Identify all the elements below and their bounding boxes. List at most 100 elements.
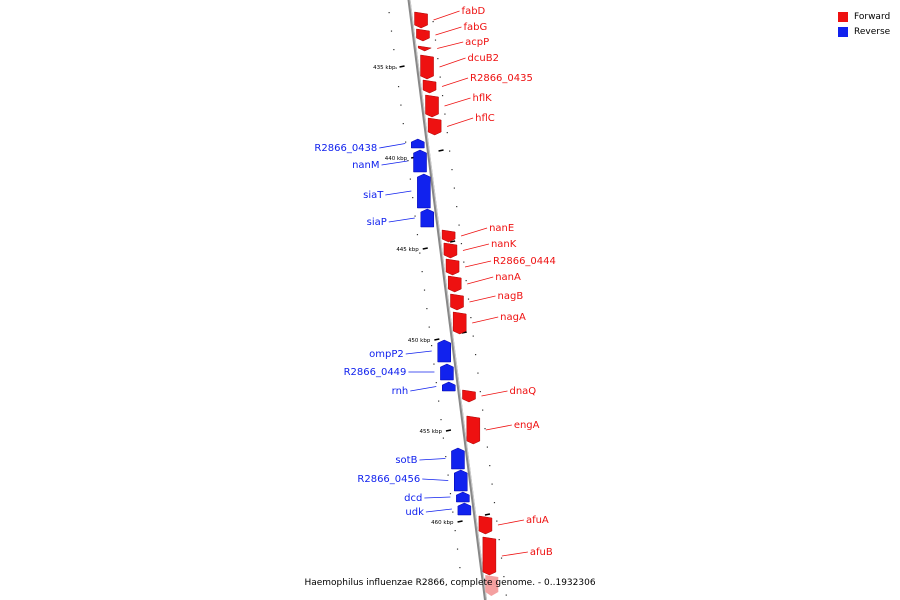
minor-tick-left [442,437,444,439]
gene-arrow-R2866_0449 [440,363,454,381]
minor-tick-left [400,104,402,106]
minor-tick-left [456,548,459,550]
minor-tick-left [461,585,463,587]
gene-leader-line [388,217,415,223]
gene-leader-line [481,390,508,397]
gene-label-afuA: afuA [526,515,549,526]
minor-tick-left [390,30,393,32]
minor-tick-right [489,465,491,467]
gene-label-R2866_0449: R2866_0449 [344,367,407,378]
gene-arrow-afuA [478,515,493,535]
gene-leader-line [381,160,408,166]
gene-leader-line [447,117,474,127]
minor-tick-right [477,372,479,374]
minor-tick-left [449,493,452,495]
minor-tick-right [472,335,474,337]
minor-tick-right [432,21,434,23]
gene-arrow-hflK [425,94,439,118]
minor-tick-left [409,178,411,180]
minor-tick-right [470,317,472,319]
gene-arrow-nanK [443,242,458,259]
scale-label: 440 kbp [385,156,408,162]
minor-tick-right [449,150,451,152]
scale-label: 435 kbp [373,65,396,71]
minor-tick-right [446,132,448,134]
gene-leader-line [379,143,406,149]
minor-tick-left [426,308,428,310]
gene-arrow-siaT [417,173,431,209]
gene-arrow-engA [466,415,481,445]
gene-label-nanA: nanA [495,272,521,283]
gene-leader-line [385,190,412,196]
minor-tick-left [419,252,421,254]
gene-arrow-R2866_0438 [411,138,425,149]
gene-leader-line [439,57,466,68]
major-tick-right [484,513,491,516]
map-caption: Haemophilus influenzae R2866, complete g… [304,578,596,588]
minor-tick-left [423,289,426,291]
minor-tick-right [453,187,455,189]
gene-arrow-hflC [427,117,442,136]
gene-leader-line [444,97,471,107]
gene-arrow-R2866_0456 [454,469,468,492]
gene-label-ompP2: ompP2 [369,349,404,360]
minor-tick-right [441,95,444,97]
gene-label-nagA: nagA [500,312,526,323]
gene-arrow-R2866_0435 [422,79,437,94]
minor-tick-right [498,539,500,541]
gene-leader-line [464,260,492,268]
gene-label-sotB: sotB [395,455,417,466]
minor-tick-right [434,39,437,41]
gene-arrow-nanM [413,149,427,173]
minor-tick-left [445,456,447,458]
minor-tick-left [397,86,400,88]
gene-label-R2866_0456: R2866_0456 [357,474,420,485]
gene-leader-line [460,227,488,237]
minor-tick-left [433,363,435,365]
gene-arrow-nanA [447,275,462,293]
gene-arrow-afuB [482,536,497,576]
minor-tick-left [402,123,404,125]
minor-tick-left [412,197,414,199]
minor-tick-right [451,169,453,171]
scale-label: 450 kbp [408,338,431,344]
minor-tick-left [447,474,449,476]
gene-leader-line [469,295,496,303]
gene-leader-line [501,551,528,557]
major-tick-left [422,247,428,250]
minor-tick-left [454,530,456,532]
gene-arrow-acpP [417,45,433,52]
minor-tick-right [486,446,488,448]
minor-tick-right [484,428,486,430]
minor-tick-left [407,160,409,162]
minor-tick-left [430,345,433,347]
strand-legend: Forward Reverse [838,9,890,39]
legend-item-reverse: Reverse [838,24,890,39]
gene-arrow-R2866_0444 [445,258,460,276]
major-tick-left [434,338,440,341]
gene-arrow-nanE [441,229,456,243]
minor-tick-right [482,409,484,411]
minor-tick-left [395,67,397,69]
minor-tick-right [493,502,496,504]
gene-arrow-dcd [456,491,470,503]
minor-tick-right [458,224,460,226]
gene-arrow-siaP [420,208,435,228]
gene-label-hflC: hflC [475,113,495,124]
gene-label-nanM: nanM [352,160,379,171]
gene-leader-line [424,496,451,499]
gene-arrow-fabG [416,28,430,42]
gene-label-afuB: afuB [530,547,553,558]
gene-label-siaP: siaP [367,217,387,228]
gene-label-nanK: nanK [491,239,517,250]
gene-arrow-dcuB2 [420,54,434,80]
major-tick-left [445,429,452,432]
minor-tick-right [500,557,503,559]
gene-leader-line [485,424,512,431]
gene-leader-line [425,508,452,513]
legend-label-reverse: Reverse [854,26,891,37]
gene-label-dcd: dcd [404,493,422,504]
gene-arrow-fabD [414,11,428,29]
gene-label-siaT: siaT [363,190,384,201]
